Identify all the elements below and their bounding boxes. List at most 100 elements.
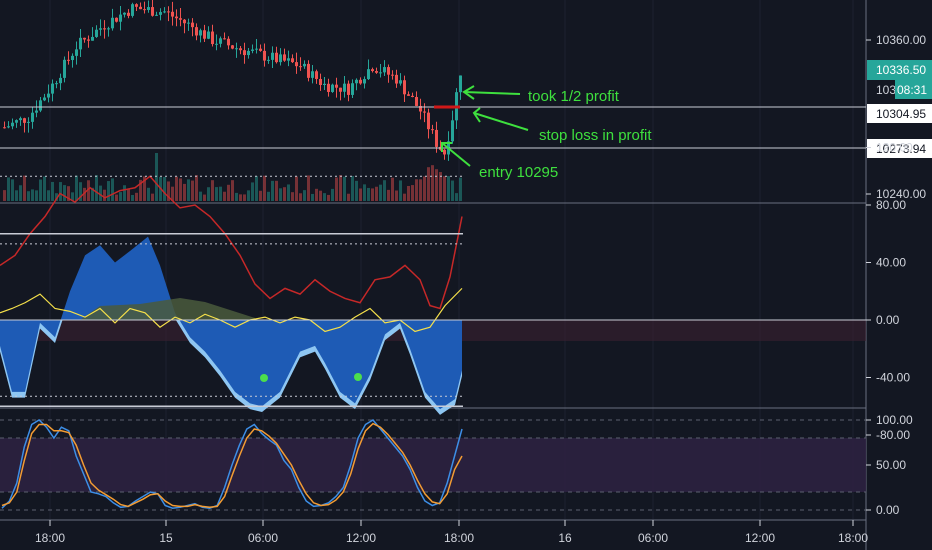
countdown-prefix: 103	[876, 83, 896, 97]
price-panel[interactable]: took 1/2 profit stop loss in profit entr…	[0, 0, 932, 201]
volume-bar	[219, 186, 222, 201]
volume-bar	[27, 191, 30, 201]
volume-bar	[239, 194, 242, 201]
candle-body	[355, 79, 358, 84]
candle-body	[255, 48, 258, 50]
wavetrend-levels	[0, 175, 866, 407]
candle-body	[251, 49, 254, 51]
volume-bar	[91, 187, 94, 201]
volume-bar	[363, 184, 366, 201]
candle-body	[91, 36, 94, 41]
candle-body	[395, 74, 398, 84]
candle-body	[23, 118, 26, 123]
volume-bar	[247, 190, 250, 201]
volume-bar	[403, 193, 406, 201]
time-tick-label: 16	[558, 531, 572, 545]
volume-bar	[383, 180, 386, 201]
candle-body	[283, 54, 286, 61]
wavetrend-signal-dot	[260, 374, 268, 382]
candle-body	[203, 30, 206, 39]
volume-bar	[443, 176, 446, 201]
candle-body	[7, 126, 10, 128]
candle-body	[327, 83, 330, 92]
volume-bar	[259, 190, 262, 201]
annotation-stop-loss: stop loss in profit	[472, 107, 652, 144]
annotation-took-profit: took 1/2 profit	[462, 85, 620, 105]
price-axis[interactable]: 10360.00 10240.00 10336.50 103 08:31 103…	[866, 33, 932, 201]
stochastic-panel[interactable]: 100.00 50.00 0.00	[0, 413, 913, 517]
volume-bar	[191, 180, 194, 201]
stop-line-value: 10304.95	[876, 107, 926, 121]
stochastic-series	[0, 419, 866, 511]
volume-bar	[87, 180, 90, 201]
candle-body	[247, 50, 250, 56]
volume-bar	[439, 172, 442, 201]
volume-bar	[131, 194, 134, 201]
candle-body	[387, 67, 390, 75]
candle-body	[159, 12, 162, 15]
wavetrend-signal-dot	[354, 373, 362, 381]
wavetrend-axis[interactable]: 120.00 80.00 40.00 0.00 -40.00 -80.00	[866, 141, 913, 443]
time-tick-label: 18:00	[838, 531, 868, 545]
candle-body	[83, 37, 86, 40]
candle-body	[139, 6, 142, 10]
wavetrend-panel[interactable]: 120.00 80.00 40.00 0.00 -40.00 -80.00	[0, 141, 913, 443]
volume-bar	[387, 189, 390, 201]
volume-bar	[407, 185, 410, 201]
candle-body	[51, 83, 54, 94]
candle-body	[31, 112, 34, 122]
panel-separators	[0, 0, 867, 550]
candle-body	[459, 75, 462, 93]
candle-body	[163, 11, 166, 13]
volume-bar	[351, 176, 354, 201]
candle-body	[35, 110, 38, 113]
volume-bar	[111, 178, 114, 201]
volume-bar	[399, 180, 402, 201]
candle-body	[423, 111, 426, 113]
candle-body	[335, 84, 338, 88]
volume-bar	[455, 193, 458, 201]
candle-body	[239, 48, 242, 51]
candle-body	[199, 30, 202, 36]
candle-body	[119, 14, 122, 22]
volume-bar	[279, 188, 282, 201]
stochastic-axis[interactable]: 100.00 50.00 0.00	[866, 413, 913, 517]
candle-body	[147, 7, 150, 10]
volume-bar	[419, 179, 422, 201]
candle-body	[11, 122, 14, 127]
candle-body	[351, 83, 354, 95]
candle-body	[223, 38, 226, 40]
volume-bar	[335, 177, 338, 201]
volume-bar	[231, 180, 234, 201]
candle-body	[411, 95, 414, 98]
candle-body	[235, 48, 238, 50]
candle-body	[435, 129, 438, 147]
candle-body	[183, 19, 186, 24]
countdown-value: 08:31	[897, 83, 927, 97]
volume-bar	[35, 190, 38, 201]
volume-bar	[195, 175, 198, 201]
candle-body	[443, 149, 446, 155]
candle-body	[171, 11, 174, 17]
volume-bar	[307, 175, 310, 201]
volume-bar	[179, 178, 182, 201]
candle-body	[367, 69, 370, 80]
volume-bar	[451, 180, 454, 201]
volume-bar	[211, 180, 214, 201]
candle-body	[399, 80, 402, 84]
annotation-entry: entry 10295	[441, 142, 558, 181]
candle-body	[87, 39, 90, 41]
candle-body	[375, 71, 378, 73]
candle-body	[191, 22, 194, 28]
volume-bar	[243, 194, 246, 201]
time-axis[interactable]: 18:00 15 06:00 12:00 18:00 16 06:00 12:00 18:00	[35, 520, 868, 545]
candle-body	[379, 72, 382, 74]
candle-body	[427, 112, 430, 130]
volume-bar	[395, 190, 398, 201]
volume-bar	[347, 193, 350, 201]
candle-body	[175, 16, 178, 19]
time-tick-label: 18:00	[35, 531, 65, 545]
candle-body	[279, 54, 282, 63]
candle-body	[67, 59, 70, 61]
